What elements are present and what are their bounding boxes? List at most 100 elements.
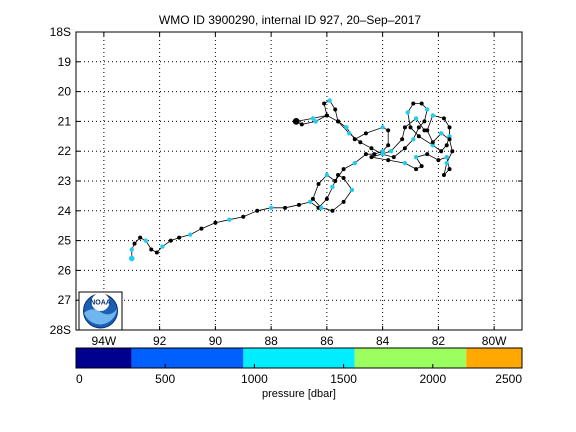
profile-point [402,146,407,151]
colorbar-tick-label: 2000 [419,372,446,386]
profile-point [241,214,246,219]
profile-point [341,199,346,204]
colorbar-tick-label: 1500 [330,372,357,386]
profile-point [227,217,232,222]
profile-point [327,98,332,103]
profile-point [333,179,338,183]
profile-point [414,167,419,172]
profile-point [358,140,363,145]
colorbar-bin [354,348,467,368]
profile-point [324,113,329,118]
profile-point [363,152,368,157]
x-tick-label: 90 [209,334,223,348]
profile-point [336,119,341,124]
profile-point [346,131,352,136]
profile-point [430,143,435,148]
profile-point [405,110,410,115]
profile-point [299,122,304,127]
profile-point [430,113,435,118]
x-tick-label: 82 [432,334,446,348]
end-point [292,118,300,125]
colorbar-tick-label: 2500 [495,372,522,386]
profile-point [268,205,274,211]
profile-point [177,235,182,240]
profile-point [450,149,455,154]
profile-point [313,119,318,124]
profile-point [129,247,134,252]
y-tick-label: 21 [58,114,72,128]
x-tick-label: 86 [320,334,334,348]
profile-point [402,125,407,130]
profile-point [324,196,329,201]
profile-point [324,172,330,178]
colorbar-bin [466,348,522,368]
profile-point [336,173,341,178]
profile-point [388,149,394,154]
profile-point [447,134,452,139]
profile-point [425,152,430,157]
profile-point [380,151,385,157]
profile-point [430,140,435,145]
grid-lines [76,31,522,331]
y-axis-ticks: 18S 19 20 21 22 23 24 25 26 27 28S [50,25,522,337]
profile-point [132,241,137,246]
profile-point [419,101,424,106]
logo-text: NOAA [90,300,111,307]
profile-point [413,154,419,160]
y-tick-label: 24 [58,204,72,218]
profile-point [352,160,357,166]
profile-point [330,184,335,190]
profile-point [168,238,173,243]
profile-point [330,208,335,213]
profile-point [322,101,327,106]
profile-point [213,220,218,225]
profile-point [349,187,355,193]
profile-point [411,137,416,142]
profile-point [344,125,349,130]
y-tick-label: 23 [58,174,72,188]
profile-point [425,128,430,133]
y-tick-label: 25 [58,234,72,248]
colorbar-bin [243,348,355,368]
profile-point [199,226,204,231]
profile-point [372,152,377,157]
y-tick-label: 19 [58,55,72,69]
profile-point [380,125,385,130]
profile-point [444,143,449,148]
y-tick-label: 22 [58,144,72,158]
profile-point [138,235,143,240]
profile-point [255,208,260,213]
profile-point [297,202,301,207]
profile-point [363,131,368,136]
profile-point [422,128,427,133]
profile-point [402,160,408,166]
colorbar [76,348,522,368]
x-tick-label: 84 [376,334,390,348]
profile-point [441,173,446,178]
y-tick-label: 26 [58,263,72,277]
profile-point [391,155,396,160]
profile-point [333,107,338,112]
profile-point [422,119,427,124]
profile-point [386,128,391,133]
profile-points [128,98,455,262]
x-tick-label: 88 [264,334,278,348]
profile-point [408,125,413,130]
x-tick-label: 94W [92,334,117,348]
profile-point [386,143,391,148]
profile-point [160,244,165,249]
profile-point [369,146,374,151]
profile-point [416,134,421,139]
profile-point [441,116,446,121]
start-point [128,255,135,262]
profile-point [436,158,441,163]
profile-point [439,149,444,154]
profile-point [411,101,416,106]
x-tick-label: 92 [153,334,167,348]
profile-point [419,164,424,169]
profile-point [310,196,315,201]
profile-point [447,137,452,142]
chart-title: WMO ID 3900290, internal ID 927, 20–Sep–… [159,13,421,27]
y-tick-label: 18S [50,25,71,39]
colorbar-tick-label: 0 [76,372,83,386]
